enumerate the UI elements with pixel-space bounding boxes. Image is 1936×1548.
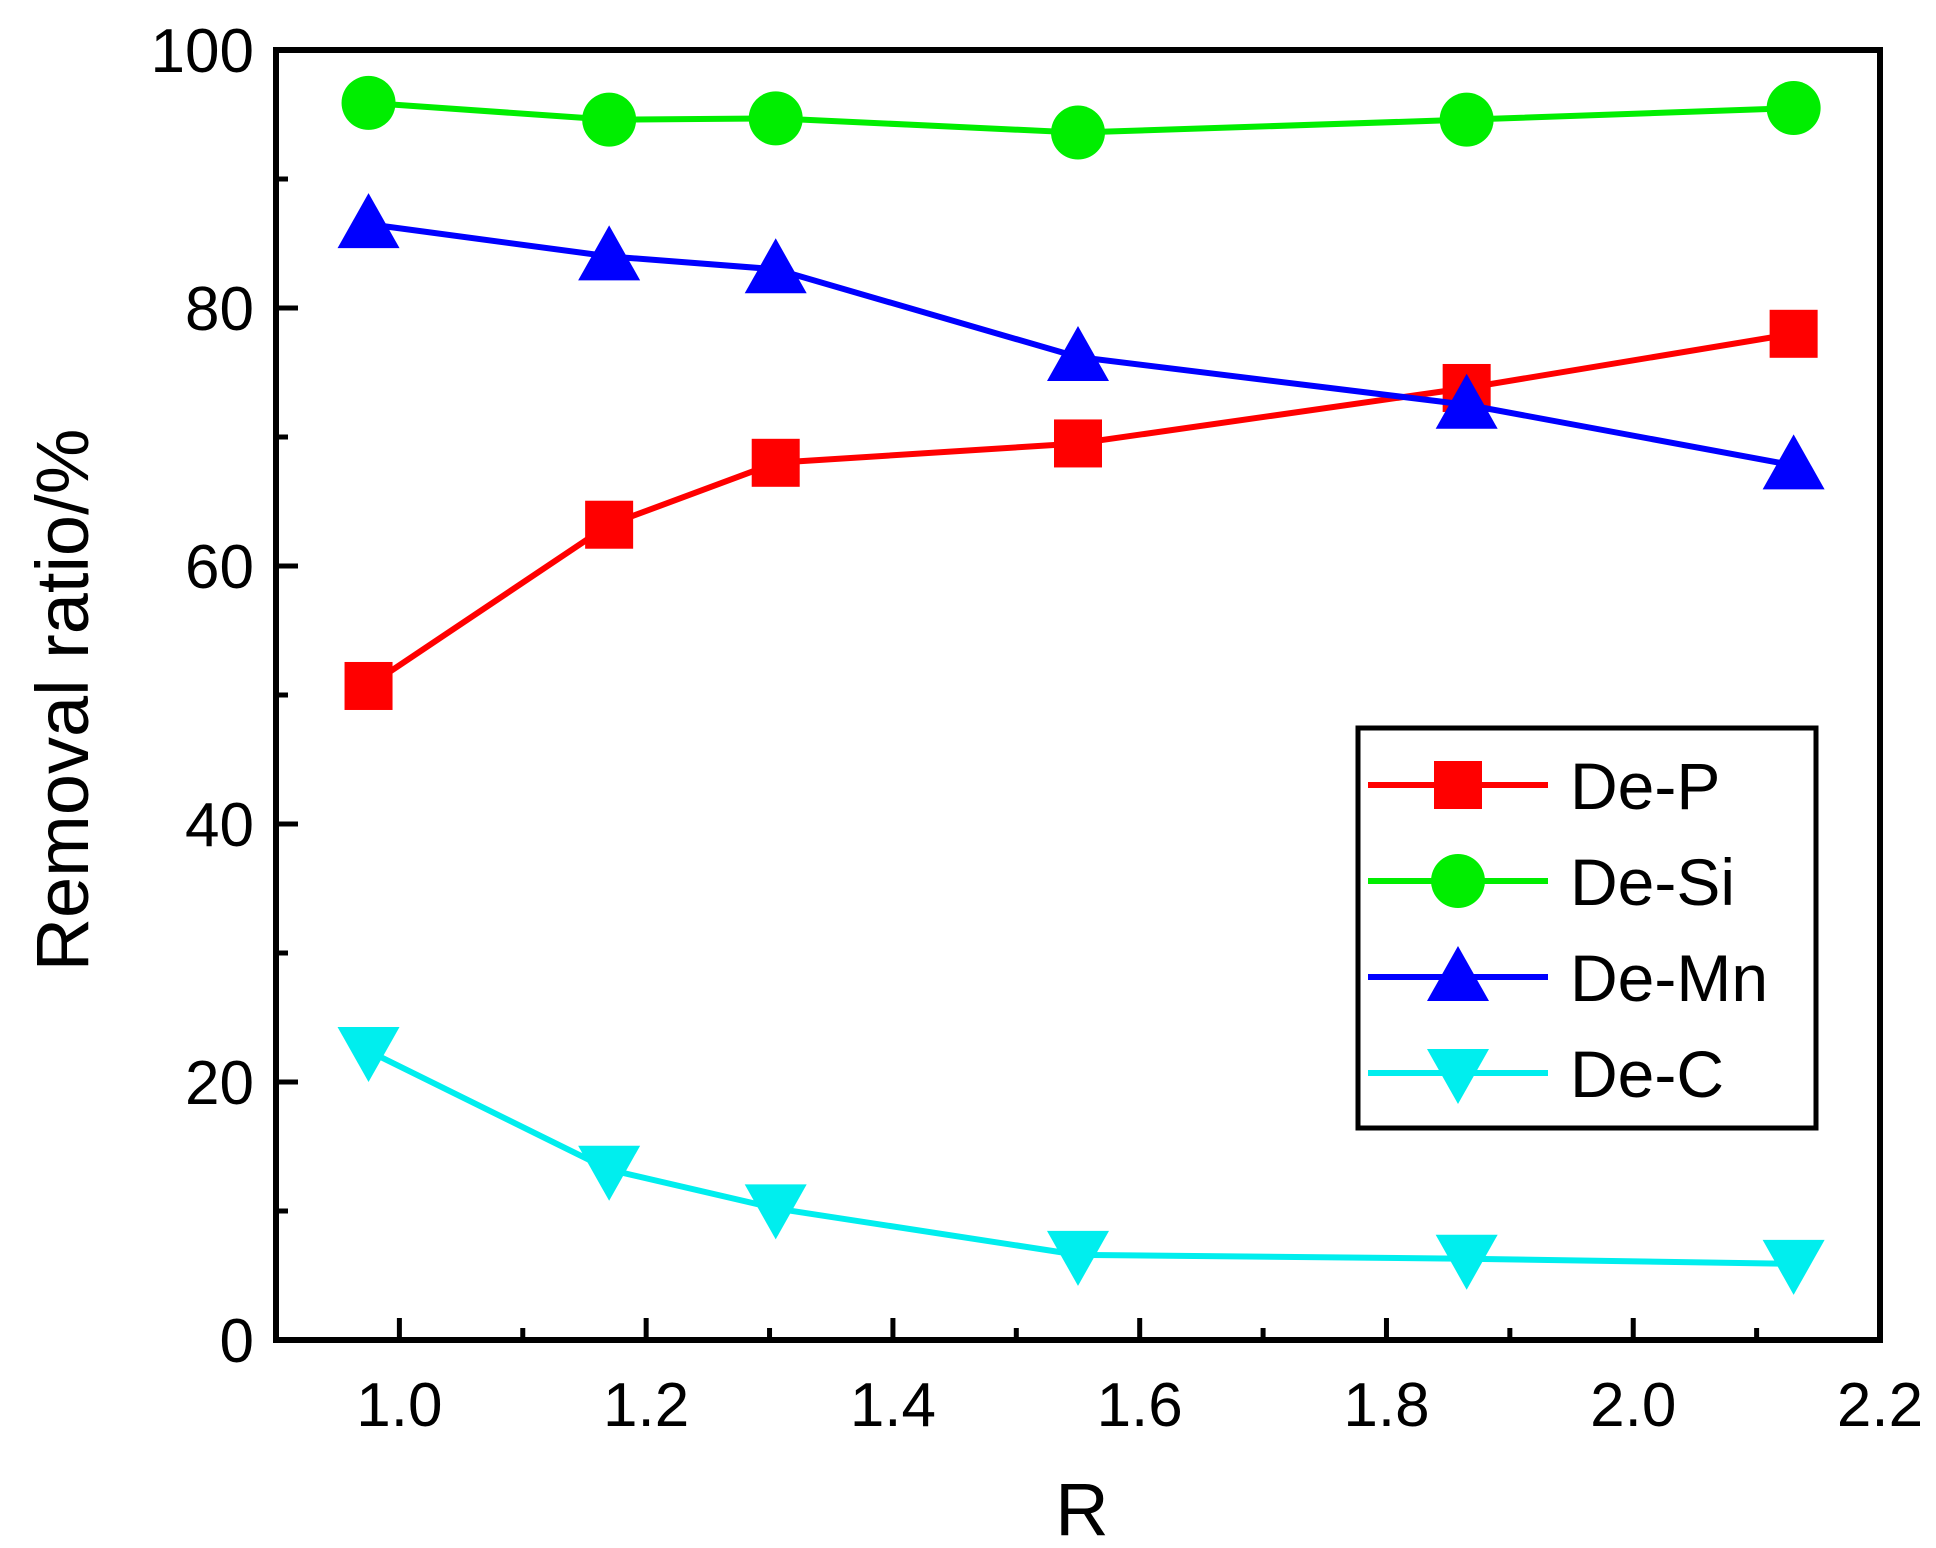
data-point-de-p <box>1769 309 1818 358</box>
y-tick-label: 0 <box>220 1307 254 1376</box>
y-tick-label: 80 <box>185 275 254 344</box>
data-point-de-mn <box>337 193 400 249</box>
y-tick-label: 40 <box>185 791 254 860</box>
data-point-de-c <box>337 1027 400 1083</box>
legend-label-de-si: De-Si <box>1570 845 1735 919</box>
series-line-de-si <box>368 99 1794 136</box>
legend-marker-de-c <box>1427 1049 1489 1104</box>
y-tick-label: 60 <box>185 533 254 602</box>
legend-item-de-p: De-P <box>1368 749 1720 823</box>
legend-label-de-c: De-C <box>1570 1037 1724 1111</box>
legend-item-de-si: De-Si <box>1368 845 1735 919</box>
data-point-de-si <box>341 75 396 130</box>
legend-marker-de-p <box>1434 761 1482 809</box>
x-tick-label: 1.2 <box>603 1371 689 1440</box>
x-axis-title: R <box>1055 1468 1108 1543</box>
legend-marker-de-si <box>1431 854 1485 908</box>
y-tick-label: 100 <box>151 17 254 86</box>
legend-marker-de-mn <box>1427 946 1489 1001</box>
x-tick-label: 2.2 <box>1837 1371 1923 1440</box>
data-point-de-c <box>744 1184 807 1240</box>
data-point-de-c <box>1047 1230 1109 1286</box>
data-point-de-mn <box>744 238 807 294</box>
data-point-de-p <box>751 438 800 487</box>
x-tick-label: 1.6 <box>1097 1371 1183 1440</box>
series-layer <box>337 75 1825 1295</box>
series-de-si <box>341 75 1821 160</box>
data-point-de-mn <box>1435 373 1498 429</box>
data-point-de-mn <box>1762 434 1825 490</box>
data-point-de-si <box>1051 105 1105 160</box>
legend-label-de-p: De-P <box>1570 749 1720 823</box>
series-line-de-c <box>367 1048 1794 1267</box>
series-line-de-p <box>366 330 1795 689</box>
data-point-de-si <box>582 92 637 147</box>
x-tick-label: 1.4 <box>850 1371 936 1440</box>
x-tick-label: 1.0 <box>356 1371 442 1440</box>
data-point-de-p <box>1054 419 1102 468</box>
data-point-de-si <box>1439 92 1494 147</box>
data-point-de-c <box>1435 1234 1498 1290</box>
legend-label-de-mn: De-Mn <box>1570 941 1768 1015</box>
data-point-de-si <box>748 91 803 146</box>
data-point-de-c <box>578 1145 641 1201</box>
x-tick-label: 2.0 <box>1590 1371 1676 1440</box>
y-axis-title: Removal ratio/% <box>21 429 104 972</box>
data-point-de-p <box>344 661 393 710</box>
series-de-c <box>337 1027 1825 1295</box>
legend-item-de-mn: De-Mn <box>1368 941 1768 1015</box>
x-tick-label: 1.8 <box>1343 1371 1429 1440</box>
axes-layer: 1.0 1.2 1.4 1.6 1.8 2.0 2.2 0 20 40 60 80 100 <box>151 17 1924 1440</box>
data-point-de-mn <box>1047 326 1109 382</box>
data-point-de-c <box>1762 1239 1825 1295</box>
data-point-de-mn <box>578 225 641 281</box>
y-tick-label: 20 <box>185 1049 254 1118</box>
legend: De-P De-Si De-Mn De-C <box>1355 725 1819 1131</box>
series-line-de-mn <box>368 221 1795 469</box>
data-point-de-si <box>1766 81 1821 136</box>
legend-item-de-c: De-C <box>1368 1037 1724 1111</box>
data-point-de-p <box>585 500 634 549</box>
series-de-mn <box>337 193 1825 490</box>
